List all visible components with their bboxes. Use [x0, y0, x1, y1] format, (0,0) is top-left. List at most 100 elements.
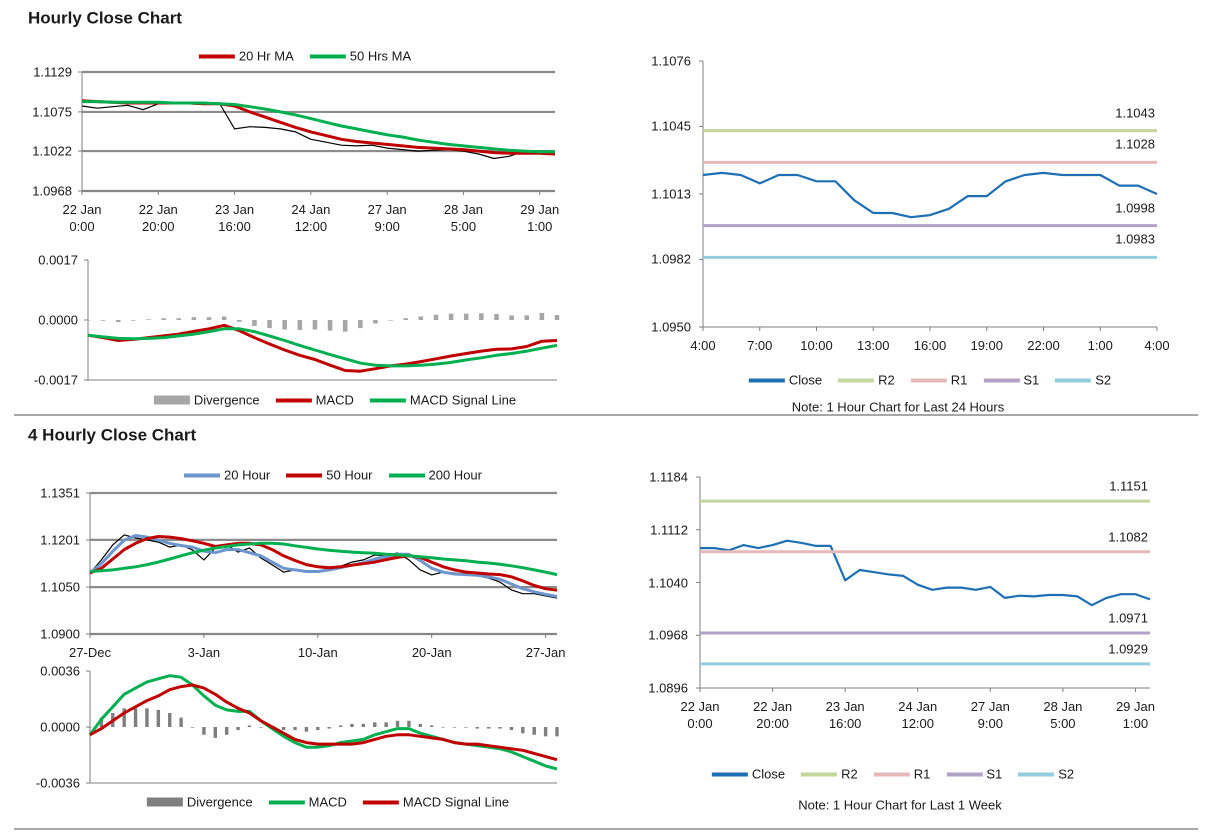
legend-swatch — [153, 395, 190, 405]
y-tick-label: -0.0036 — [35, 775, 80, 791]
divergence-bar — [202, 727, 206, 735]
divergence-bar — [237, 320, 242, 322]
legend-label: MACD — [308, 794, 347, 810]
y-tick-label: 1.0968 — [648, 627, 688, 643]
x-tick-label: 16:00 — [913, 338, 947, 353]
x-tick-label: 10-Jan — [297, 645, 338, 660]
level-label: 1.1151 — [1109, 478, 1148, 494]
legend-swatch — [1018, 772, 1055, 776]
divergence-bar — [388, 320, 393, 321]
divergence-bar — [543, 727, 548, 737]
legend-label: MACD Signal Line — [409, 392, 517, 408]
divergence-bar — [145, 708, 149, 727]
series-line — [89, 534, 558, 598]
divergence-bar — [358, 320, 363, 329]
legend: Close R2 R1 S1 S2 — [743, 373, 1117, 388]
y-tick-label: 1.1201 — [40, 532, 80, 548]
legend-item: R2 — [838, 373, 895, 388]
divergence-bar — [452, 727, 457, 728]
x-tick-label: 24 Jan 12:00 — [898, 699, 938, 731]
legend-swatch — [184, 473, 221, 477]
divergence-bar — [131, 320, 136, 321]
divergence-bar — [191, 317, 197, 320]
divergence-bar — [156, 709, 161, 727]
legend-swatch — [801, 772, 838, 776]
series-line — [81, 99, 556, 156]
series-line — [700, 539, 1151, 607]
legend-item: MACD Signal Line — [369, 392, 517, 408]
x-tick-label: 22 Jan 0:00 — [62, 202, 102, 234]
legend-item: Close — [748, 373, 822, 388]
legend-label: R1 — [950, 372, 968, 388]
x-tick-label: 27-Dec — [69, 645, 111, 660]
level-label: 1.1028 — [1115, 136, 1155, 152]
divergence-bar — [221, 316, 227, 320]
chart-note: Note: 1 Hour Chart for Last 1 Week — [798, 797, 1002, 813]
divergence-bar — [494, 314, 499, 320]
y-tick-label: 1.1112 — [650, 522, 688, 538]
x-tick-label: 27 Jan 9:00 — [970, 699, 1010, 731]
legend-item: MACD — [268, 794, 347, 810]
x-tick-label: 28 Jan 5:00 — [443, 202, 483, 234]
divergence-bar — [327, 727, 331, 729]
x-tick-label: 19:00 — [970, 338, 1004, 353]
legend-item: Divergence — [153, 392, 260, 408]
y-tick-label: 1.1076 — [651, 53, 691, 69]
legend-swatch — [838, 378, 875, 382]
legend-swatch — [362, 800, 399, 804]
legend-swatch — [1055, 378, 1092, 382]
divergence-bar — [281, 727, 286, 731]
legend: Close R2 R1 S1 S2 — [706, 767, 1080, 782]
x-tick-label: 22 Jan 20:00 — [753, 699, 793, 731]
series-line — [87, 323, 558, 373]
series-line — [82, 100, 555, 154]
y-tick-label: 1.1013 — [651, 186, 691, 202]
divergence-bar — [259, 727, 263, 728]
y-tick-label: 1.0950 — [651, 319, 691, 335]
divergence-bar — [448, 313, 454, 320]
divergence-bar — [312, 320, 318, 330]
x-tick-label: 27 Jan 9:00 — [367, 202, 407, 234]
series-line — [702, 171, 1158, 219]
series-line — [89, 683, 558, 762]
legend-label: R2 — [878, 372, 895, 388]
legend-label: R1 — [913, 766, 931, 782]
divergence-bar — [161, 318, 166, 320]
series-line — [89, 541, 558, 577]
series-line — [87, 327, 558, 368]
legend-swatch — [146, 797, 183, 807]
y-tick-label: 0.0000 — [40, 719, 80, 735]
series-line — [88, 674, 558, 771]
legend-item: MACD Signal Line — [362, 795, 509, 810]
section-title: 4 Hourly Close Chart — [28, 425, 197, 445]
x-tick-label: 20-Jan — [411, 645, 452, 660]
y-tick-label: 1.1184 — [649, 469, 688, 485]
legend-item: 50 Hour — [286, 467, 373, 483]
divergence-bar — [486, 727, 491, 729]
divergence-bar — [407, 720, 411, 727]
legend-item: R2 — [801, 767, 858, 782]
legend-item: MACD — [275, 393, 354, 408]
legend-label: Divergence — [193, 392, 260, 408]
x-tick-label: 13:00 — [856, 338, 890, 353]
divergence-bar — [85, 320, 91, 321]
divergence-bar — [521, 727, 525, 734]
legend-label: 50 Hour — [326, 467, 373, 483]
y-tick-label: 0.0017 — [38, 252, 78, 268]
divergence-bar — [236, 727, 240, 731]
divergence-bar — [509, 315, 514, 320]
x-tick-label: 22 Jan 20:00 — [138, 202, 178, 234]
legend-swatch — [388, 473, 425, 477]
y-tick-label: 1.1050 — [40, 579, 80, 595]
divergence-bar — [539, 312, 545, 320]
level-label: 1.0971 — [1108, 610, 1148, 626]
divergence-bar — [361, 723, 366, 727]
y-tick-label: 1.0896 — [648, 680, 688, 696]
x-tick-label: 22:00 — [1027, 338, 1060, 353]
x-tick-label: 3-Jan — [187, 645, 221, 660]
x-tick-label: 10:00 — [800, 338, 833, 353]
x-tick-label: 29 Jan 1:00 — [1115, 699, 1155, 731]
divergence-bar — [99, 717, 104, 727]
